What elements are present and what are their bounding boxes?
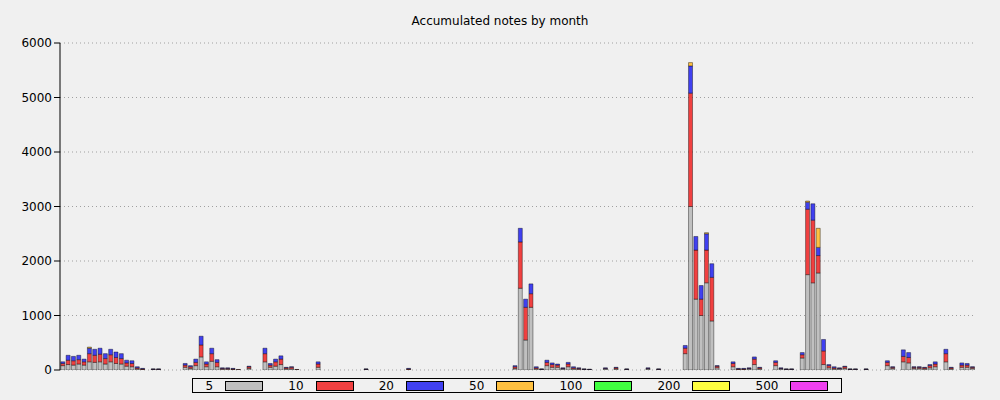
html-text:500: 500 [755, 378, 779, 393]
svg-text:0: 0 [44, 363, 52, 377]
svg-text:1000: 1000 [21, 309, 52, 323]
svg-text:4000: 4000 [21, 145, 52, 159]
html-text:Accumulated notes by month: Accumulated notes by month [411, 14, 589, 28]
html-text:10: 10 [288, 378, 304, 393]
svg-text:5000: 5000 [21, 91, 52, 105]
html-text:100: 100 [559, 378, 583, 393]
html-text:50: 50 [469, 378, 485, 393]
svg-text:6000: 6000 [21, 36, 52, 50]
html-text:200: 200 [657, 378, 681, 393]
svg-text:2000: 2000 [21, 254, 52, 268]
html-text:20: 20 [378, 378, 394, 393]
svg-text:3000: 3000 [21, 200, 52, 214]
html-text:5: 5 [205, 378, 214, 393]
